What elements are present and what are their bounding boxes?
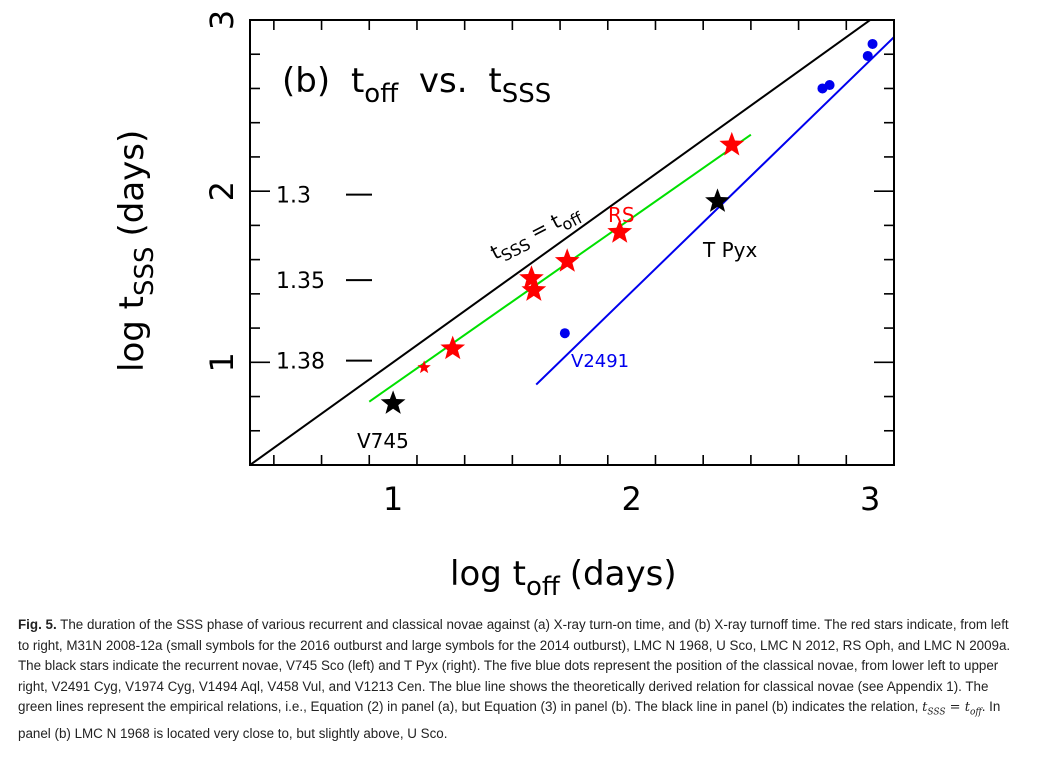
y-axis-label: log tSSS(days) [112,130,160,372]
caption-fig-label: Fig. 5. [18,617,57,632]
x-tick-label: 1 [383,480,403,518]
red-star [521,277,547,301]
empirical-relation-line [368,133,752,403]
tick-marks [250,19,894,465]
theoretical-relation-line [535,36,894,386]
x-axis-label: log toff (days) [450,554,677,600]
x-tick-label: 3 [860,480,880,518]
caption-eq-rhs-sub: off [969,708,982,719]
y-tick-label: 1 [203,352,241,372]
x-tick-labels: 1 2 3 [383,480,880,518]
blue-dot [559,328,570,339]
blue-dot [867,38,878,49]
red-star [719,131,745,156]
y-tick-label: 3 [203,10,241,30]
v745-label: V745 [357,429,409,453]
caption-eq-lhs: t [922,700,928,716]
red-star [607,219,633,243]
chart: (b) toff vs. tSSS 1.31.351.38 tSSS = tof… [112,10,895,600]
caption-text-1: The duration of the SSS phase of various… [18,617,1011,715]
caption-eq-mid: = t [945,700,970,716]
x-tick-label: 2 [621,480,641,518]
caption-text-2: . In panel (b) LMC N 1968 is located ver… [18,699,1001,741]
rs-label: RS [608,203,635,227]
tpyx-label: T Pyx [702,238,757,262]
panel-title: (b) toff vs. tSSS [282,61,551,111]
plot-frame [249,19,895,466]
red-star [554,248,580,272]
black-star [380,390,406,414]
red-star-small [417,360,431,374]
inner-scale: 1.3 1.35 1.38 [276,184,372,375]
inner-scale-label: 1.35 [276,269,325,294]
data-points [380,38,878,414]
red-star [519,265,544,289]
figure-caption: Fig. 5. The duration of the SSS phase of… [18,615,1018,744]
blue-dot [862,50,873,61]
inner-scale-label: 1.38 [276,350,325,375]
black-star [705,188,730,212]
v2491-label: V2491 [571,351,629,372]
y-tick-labels: 1 2 3 [203,10,241,373]
red-star [440,335,466,360]
y-tick-label: 2 [203,181,241,201]
equality-line [250,20,872,465]
blue-dot [824,80,835,91]
inner-scale-label: 1.3 [276,184,311,209]
caption-eq-lhs-sub: SSS [927,708,946,719]
